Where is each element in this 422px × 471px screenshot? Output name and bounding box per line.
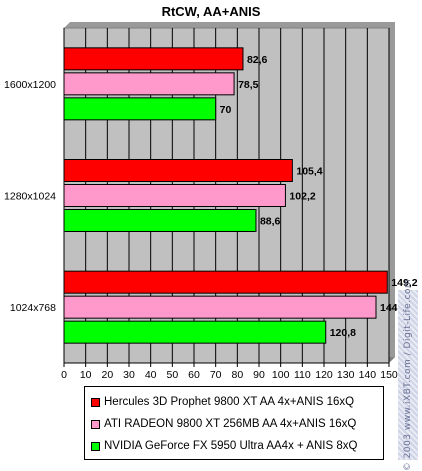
bar <box>63 295 377 319</box>
bar <box>63 97 217 121</box>
data-label: 78,5 <box>238 79 259 91</box>
category-label: 1024x768 <box>10 302 56 314</box>
data-label: 70 <box>220 104 232 116</box>
x-tick-label: 60 <box>188 369 200 381</box>
category-label: 1280x1024 <box>4 191 56 203</box>
category-label: 1600x1200 <box>4 79 56 91</box>
x-tick-label: 20 <box>101 369 113 381</box>
watermark-text: © 2003 www.iXBT.com / Digit-Life.com <box>403 278 413 471</box>
x-tick-label: 40 <box>145 369 157 381</box>
legend-item-hercules: Hercules 3D Prophet 9800 XT AA 4x+ANIS 1… <box>91 391 383 413</box>
x-tick-label: 120 <box>315 369 333 381</box>
data-label: 82,6 <box>247 54 268 66</box>
data-label: 105,4 <box>296 166 322 178</box>
x-tick-label: 100 <box>272 369 290 381</box>
legend-swatch-ati <box>91 419 100 429</box>
bar <box>63 159 293 182</box>
x-tick-label: 80 <box>231 369 243 381</box>
data-label: 120,8 <box>330 327 356 339</box>
bar <box>63 72 235 96</box>
x-tick-label: 50 <box>166 369 178 381</box>
data-label: 102,2 <box>289 191 315 203</box>
legend-item-nvidia: NVIDIA GeForce FX 5950 Ultra AA4x + ANIS… <box>91 435 383 457</box>
bar <box>63 270 388 294</box>
x-tick-label: 130 <box>337 369 355 381</box>
legend-swatch-hercules <box>91 397 100 407</box>
data-label: 144 <box>380 302 398 314</box>
x-tick-label: 10 <box>80 369 92 381</box>
data-label: 149,2 <box>391 277 417 289</box>
x-tick-label: 0 <box>61 369 67 381</box>
bar <box>63 184 286 207</box>
x-tick-label: 150 <box>380 369 398 381</box>
chart-legend: Hercules 3D Prophet 9800 XT AA 4x+ANIS 1… <box>84 386 384 460</box>
watermark: © 2003 www.iXBT.com / Digit-Life.com <box>398 279 418 471</box>
x-tick-label: 90 <box>253 369 265 381</box>
legend-label-nvidia: NVIDIA GeForce FX 5950 Ultra AA4x + ANIS… <box>104 440 358 452</box>
legend-label-hercules: Hercules 3D Prophet 9800 XT AA 4x+ANIS 1… <box>104 396 355 408</box>
x-tick-label: 110 <box>294 369 311 381</box>
bar <box>63 47 244 71</box>
x-tick-label: 70 <box>210 369 222 381</box>
chart: RtCW, AA+ANIS 0 10 20 30 40 50 60 70 80 90 100 110 1… <box>4 4 418 381</box>
legend-swatch-nvidia <box>91 441 100 451</box>
data-label: 88,6 <box>260 216 281 228</box>
legend-item-ati: ATI RADEON 9800 XT 256MB AA 4x+ANIS 16xQ <box>91 413 383 435</box>
x-tick-label: 30 <box>123 369 135 381</box>
bar <box>63 320 327 344</box>
bar <box>63 209 257 232</box>
chart-title: RtCW, AA+ANIS <box>162 4 261 19</box>
legend-label-ati: ATI RADEON 9800 XT 256MB AA 4x+ANIS 16xQ <box>104 418 357 430</box>
x-tick-label: 140 <box>359 369 377 381</box>
